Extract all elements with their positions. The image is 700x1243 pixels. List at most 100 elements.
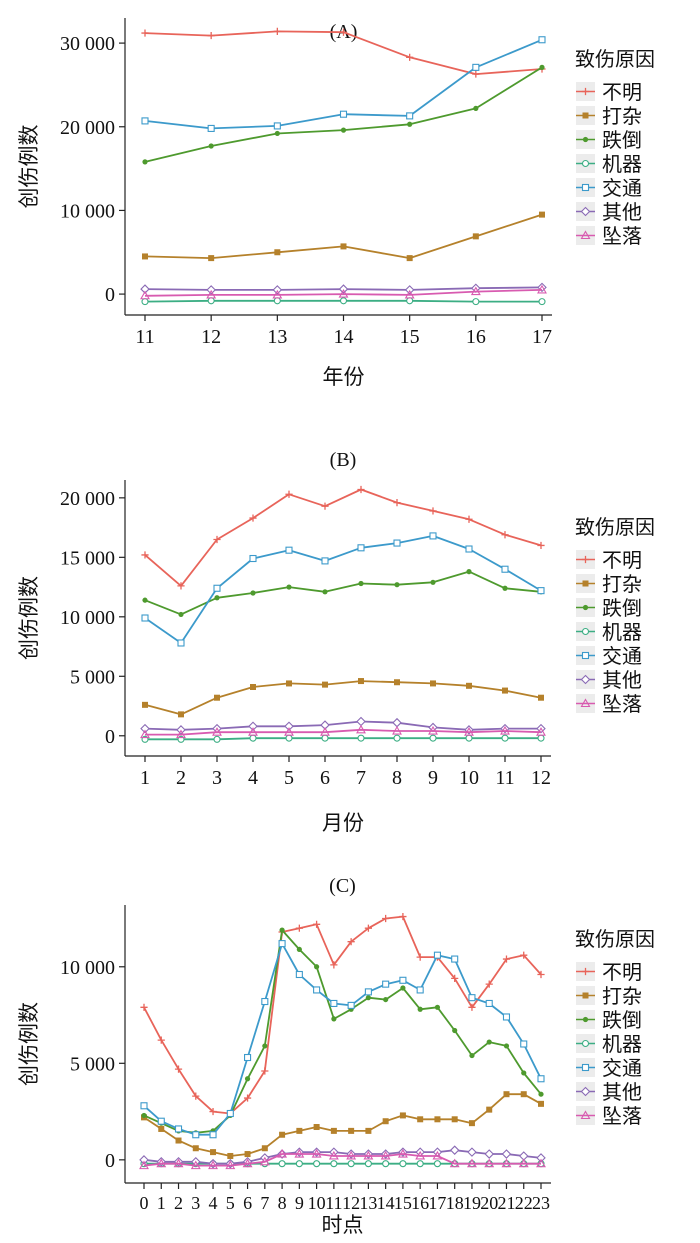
data-point [406,255,413,262]
x-tick-label: 18 [446,1193,464,1213]
x-tick-label: 12 [531,767,551,789]
legend-key-marker [580,1086,591,1097]
data-point [242,1158,253,1168]
data-point [173,1158,184,1168]
y-tick-label: 10 000 [60,200,115,222]
data-point [321,557,329,565]
data-point [249,734,257,742]
data-point [501,1158,512,1168]
data-point [473,105,479,111]
data-point [501,565,509,573]
x-tick-label: 12 [201,326,221,348]
data-point [393,539,401,547]
data-point [250,590,256,596]
data-point [356,724,366,734]
series-line [145,728,542,736]
x-tick-label: 1 [157,1193,166,1213]
data-point [285,490,293,498]
legend-key-marker [580,1110,591,1120]
data-point [407,121,413,127]
data-point [503,1043,510,1049]
x-tick-label: 6 [320,767,330,789]
data-point [520,1091,527,1098]
data-point [142,159,148,165]
legend-key-marker [581,967,590,976]
series-line [144,488,542,587]
data-point [140,1102,148,1110]
legend-label: 打杂 [602,984,642,1008]
data-point [277,1148,288,1158]
x-axis-title: 时点 [322,1213,364,1237]
series-2 [141,1091,544,1159]
data-point [358,678,364,685]
data-point [340,127,347,133]
legend-label: 交通 [602,176,642,200]
x-tick-label: 13 [359,1193,377,1213]
data-point [214,595,220,601]
legend-key-marker [581,87,590,96]
data-point [261,1145,268,1152]
data-point [406,53,414,61]
data-point [464,727,474,736]
series-1 [141,485,545,590]
series-line [143,942,542,1136]
data-point [214,694,220,701]
data-point [248,721,258,732]
series-line [143,915,542,1115]
x-tick-label: 15 [394,1193,412,1213]
data-point [399,976,407,984]
data-point [142,597,148,603]
data-point [248,727,258,736]
legend-label: 坠落 [602,224,642,248]
x-tick-label: 17 [428,1193,446,1213]
data-point [249,514,257,522]
data-point [464,725,474,735]
data-point [176,729,186,739]
series-4 [141,297,546,306]
legend-label: 不明 [602,548,642,572]
y-tick-label: 10 000 [60,957,115,979]
data-point [434,1004,441,1010]
data-point [406,297,414,305]
legend-label: 跌倒 [602,596,642,620]
data-point [294,1148,305,1158]
x-tick-label: 7 [356,767,366,789]
data-point [139,1160,149,1170]
series-3 [142,64,545,165]
data-point [320,727,330,736]
legend-title: 致伤原因 [575,47,655,71]
data-point [209,1107,217,1116]
data-point [225,1160,236,1170]
data-point [364,1160,372,1168]
data-point [207,124,215,132]
data-point [470,286,481,296]
data-point [486,1106,493,1113]
data-point [346,1150,357,1160]
series-2 [142,211,545,262]
data-point [174,1125,183,1133]
series-line [144,720,541,731]
data-point [393,734,401,742]
x-tick-label: 16 [466,326,486,348]
data-point [383,996,389,1003]
data-point [274,130,280,137]
data-point [244,1076,251,1082]
data-point [177,582,185,590]
data-point [400,985,406,991]
data-point [347,1160,355,1168]
legend-label: 坠落 [602,1104,642,1128]
data-point [466,682,472,689]
data-point [382,914,390,923]
data-point [357,485,365,494]
y-tick-label: 5 000 [70,666,115,688]
legend-key-marker [581,651,590,660]
data-point [243,1094,252,1102]
legend-label: 跌倒 [602,1008,642,1032]
data-point [502,585,508,591]
data-point [501,1149,512,1159]
data-point [399,1112,406,1119]
legend-label: 机器 [602,152,642,176]
data-point [357,734,365,742]
data-point [244,1053,252,1062]
